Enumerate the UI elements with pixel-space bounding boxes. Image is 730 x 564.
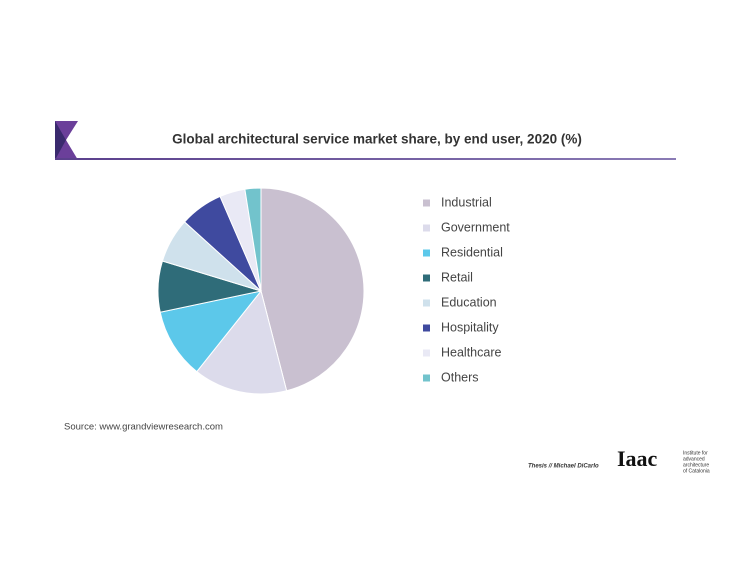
- institute-line: Institute for: [683, 450, 708, 456]
- legend-swatch: [423, 299, 430, 307]
- legend-label: Residential: [441, 245, 503, 259]
- institute-line: architecture: [683, 462, 709, 468]
- legend-label: Government: [441, 220, 510, 234]
- legend-swatch: [423, 324, 430, 332]
- pie-slice: [260, 187, 365, 392]
- pie-slice: [244, 187, 262, 292]
- chart-title: Global architectural service market shar…: [172, 132, 582, 147]
- institute-line: of Catalonia: [683, 468, 710, 474]
- legend-label: Retail: [441, 270, 473, 284]
- legend-label: Education: [441, 295, 497, 309]
- legend-label: Industrial: [441, 195, 492, 209]
- legend-swatch: [423, 249, 430, 257]
- legend-swatch: [423, 349, 430, 357]
- credit: Thesis // Michael DiCarlo: [528, 464, 599, 470]
- logo-text: Iaac: [617, 446, 658, 471]
- legend-label: Others: [441, 370, 479, 384]
- pie-slice: [159, 290, 263, 373]
- institute-line: advanced: [683, 456, 705, 462]
- pie-slice: [196, 289, 288, 395]
- title-rule: [55, 158, 676, 160]
- legend-swatch: [423, 374, 430, 382]
- legend-label: Hospitality: [441, 320, 499, 334]
- legend-swatch: [423, 274, 430, 282]
- legend-swatch: [423, 199, 430, 207]
- logo-mark: [55, 121, 78, 160]
- legend-label: Healthcare: [441, 345, 501, 359]
- pie: [157, 187, 365, 395]
- source: Source: www.grandviewresearch.com: [64, 422, 223, 433]
- legend: Industrial Government Residential Retail Edu…: [423, 195, 510, 384]
- legend-swatch: [423, 224, 430, 232]
